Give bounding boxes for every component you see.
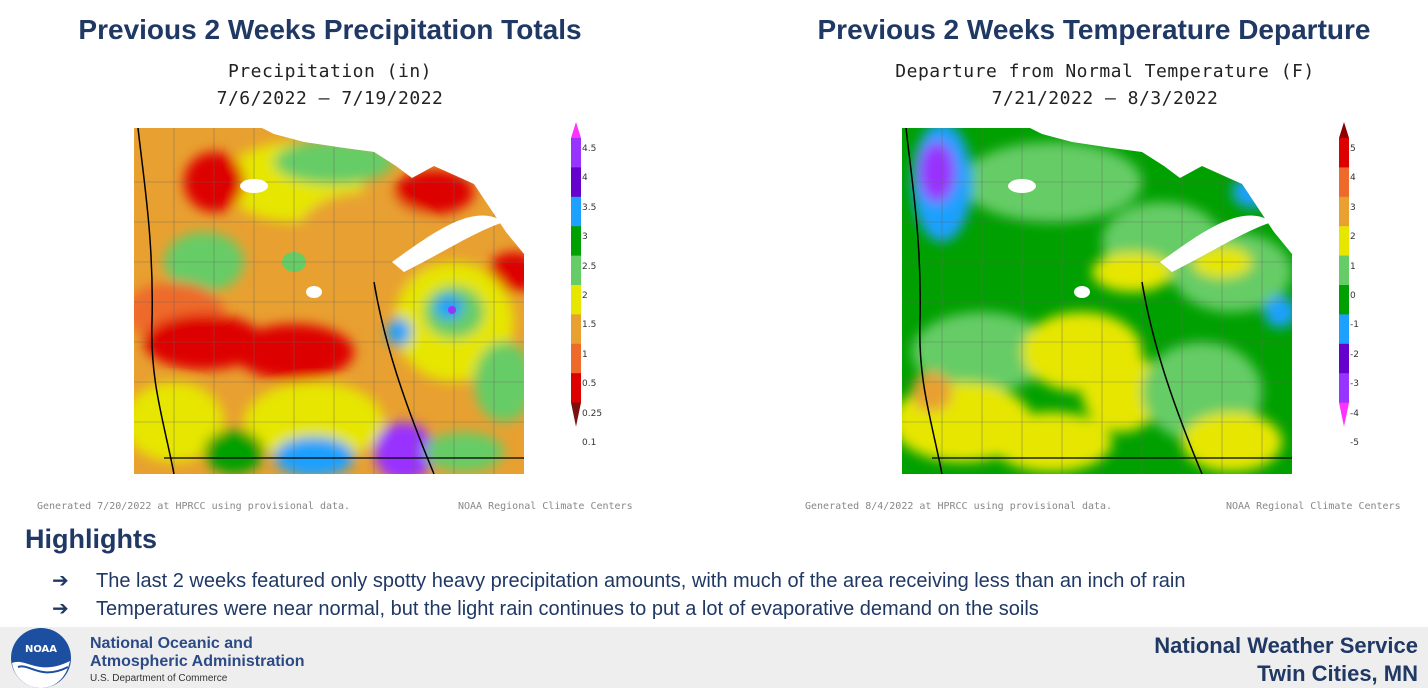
highlight-bullet-2: ➔ Temperatures were near normal, but the … [52, 596, 1039, 621]
noaa-name-line1: National Oceanic and [90, 635, 253, 652]
temp-legend-label: -1 [1350, 320, 1359, 331]
precip-legend-label: 4.5 [582, 144, 597, 154]
temp-source-note: NOAA Regional Climate Centers [1226, 501, 1401, 512]
temp-legend-swatch [1339, 167, 1349, 198]
temp-legend-label: 4 [1350, 173, 1356, 184]
precip-legend-swatch [571, 314, 581, 345]
precip-legend-swatch [571, 285, 581, 315]
temp-legend-swatch [1339, 373, 1349, 404]
noaa-logo-text: NOAA [25, 644, 57, 655]
precip-legend-swatch [571, 373, 581, 404]
temp-legend-swatch-bottom [1339, 402, 1349, 427]
precip-generated-note: Generated 7/20/2022 at HPRCC using provi… [37, 501, 351, 512]
precip-source-note: NOAA Regional Climate Centers [458, 501, 633, 512]
temp-legend-swatch [1339, 285, 1349, 315]
precip-legend-swatch-bottom [571, 402, 581, 427]
precip-legend-label: 1.5 [582, 320, 597, 331]
highlights-heading: Highlights [25, 524, 157, 554]
temp-legend-swatch [1339, 226, 1349, 257]
highlight-text-1: The last 2 weeks featured only spotty he… [96, 570, 1186, 592]
precip-legend [566, 122, 586, 453]
temp-legend-swatch [1339, 343, 1349, 374]
precip-legend-label: 2 [582, 291, 588, 301]
precip-legend-label: 0.1 [582, 438, 597, 448]
precip-legend-swatch [571, 138, 581, 168]
precip-legend-swatch [571, 343, 581, 374]
noaa-name-line2: Atmospheric Administration [90, 653, 305, 670]
temp-legend-label: -3 [1350, 379, 1359, 390]
temp-subtitle-units: Departure from Normal Temperature (F) [895, 61, 1315, 82]
precip-legend-swatch [571, 167, 581, 198]
temp-legend-label: 1 [1350, 261, 1356, 272]
precip-legend-swatch [571, 255, 581, 286]
precip-legend-label: 0.5 [582, 379, 597, 390]
temp-subtitle-dates: 7/21/2022 – 8/3/2022 [991, 88, 1219, 109]
temp-generated-note: Generated 8/4/2022 at HPRCC using provis… [805, 501, 1113, 512]
temp-legend-swatch [1339, 314, 1349, 345]
precip-legend-swatch [571, 226, 581, 257]
temp-legend-label: -4 [1350, 408, 1359, 419]
precip-legend-label: 3 [582, 232, 588, 243]
temp-legend-swatch [1339, 255, 1349, 286]
temp-legend-label: 2 [1350, 232, 1356, 243]
precip-subtitle-units: Precipitation (in) [227, 61, 433, 82]
footer-bar: NOAA National Oceanic and Atmospheric Ad… [0, 627, 1428, 688]
temp-legend-swatch [1339, 196, 1349, 227]
temp-legend-label: 5 [1350, 144, 1356, 154]
noaa-department: U.S. Department of Commerce [90, 673, 228, 684]
precip-legend-swatch-top [571, 122, 581, 138]
precip-legend-label: 3.5 [582, 202, 597, 213]
arrow-icon: ➔ [52, 598, 69, 620]
temp-legend-label: 0 [1350, 291, 1356, 301]
temp-legend-label: -5 [1350, 438, 1359, 448]
highlight-bullet-1: ➔ The last 2 weeks featured only spotty h… [52, 568, 1185, 593]
nws-office-name: National Weather Service [1154, 633, 1418, 658]
nws-office-location: Twin Cities, MN [1257, 661, 1418, 686]
precip-legend-label: 0.25 [582, 408, 603, 419]
temp-legend-swatch-top [1339, 122, 1349, 138]
noaa-logo-icon: NOAA [8, 627, 74, 688]
arrow-icon: ➔ [52, 570, 69, 592]
precip-legend-label: 1 [582, 349, 588, 360]
precip-legend-label: 4 [582, 173, 588, 184]
temp-map [902, 122, 1292, 474]
highlight-text-2: Temperatures were near normal, but the l… [96, 598, 1039, 620]
temp-legend-swatch [1339, 138, 1349, 168]
precip-legend-swatch [571, 196, 581, 227]
precip-map [134, 122, 524, 474]
precip-panel-title: Previous 2 Weeks Precipitation Totals [78, 14, 582, 45]
precip-subtitle-dates: 7/6/2022 – 7/19/2022 [216, 88, 444, 109]
precip-legend-label: 2.5 [582, 261, 597, 272]
temp-legend-label: 3 [1350, 202, 1356, 213]
temp-legend [1334, 122, 1354, 453]
temp-legend-label: -2 [1350, 349, 1359, 360]
temp-panel-title: Previous 2 Weeks Temperature Departure [817, 14, 1371, 45]
